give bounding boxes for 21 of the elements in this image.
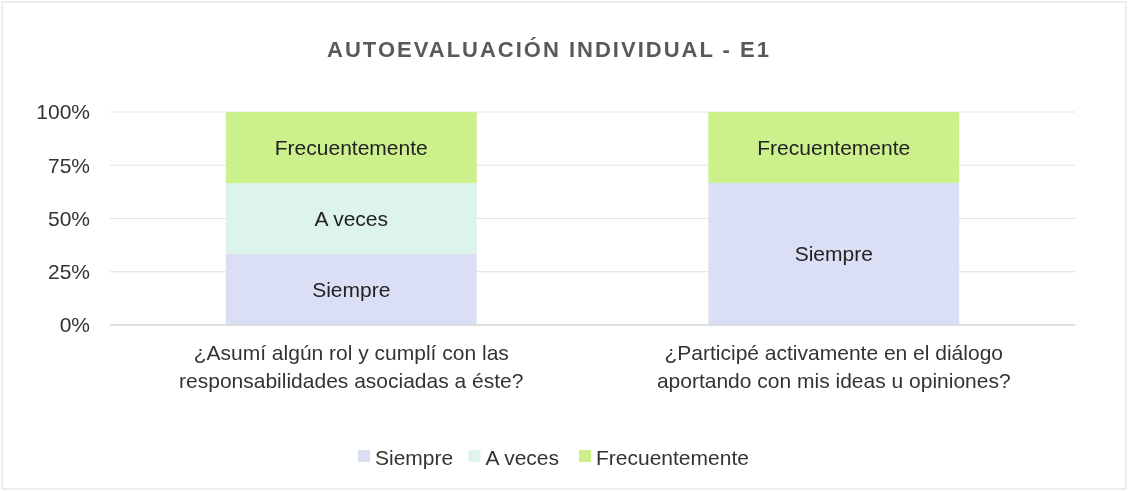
data-label: Frecuentemente <box>757 135 911 159</box>
y-tick-label: 50% <box>47 206 90 230</box>
legend-label: Frecuentemente <box>596 446 749 470</box>
data-label: A veces <box>314 206 389 230</box>
chart-title: AUTOEVALUACIÓN INDIVIDUAL - E1 <box>327 37 771 62</box>
y-tick-label: 25% <box>47 260 90 284</box>
legend-label: Siempre <box>375 446 454 470</box>
y-tick-label: 100% <box>36 100 90 124</box>
data-label: Siempre <box>312 277 391 301</box>
legend-label: A veces <box>485 446 560 470</box>
data-label: Siempre <box>794 242 873 266</box>
bar <box>708 112 960 183</box>
data-label: Frecuentemente <box>274 135 428 159</box>
bar <box>225 112 477 184</box>
y-tick-label: 0% <box>59 313 90 337</box>
x-tick-label: ¿Asumí algún rol y cumplí con las responsabilidades asociadas a éste? <box>179 341 524 392</box>
bar <box>225 254 477 325</box>
bar <box>708 182 960 325</box>
bar <box>225 183 477 255</box>
x-tick-label: ¿Participé activamente en el diálogo aportando con mis ideas u opiniones? <box>656 341 1011 392</box>
y-tick-label: 75% <box>47 153 90 177</box>
